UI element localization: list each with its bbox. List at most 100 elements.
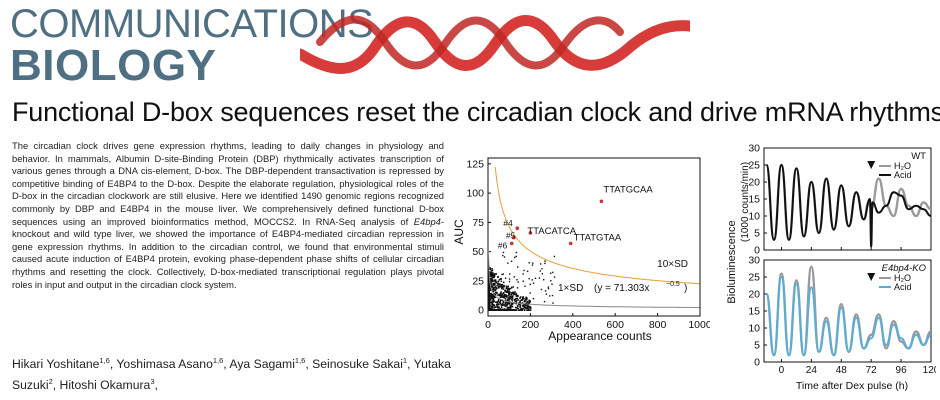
scatter-point [491,304,493,306]
scatter-point [490,295,492,297]
scatter-point [510,302,512,304]
annotation-10sd: 10×SD [657,259,688,270]
scatter-point [499,302,502,305]
author-affiliation: 1 [402,356,408,365]
legend-label: Acid [894,282,912,292]
scatter-point [501,285,504,288]
scatter-point [505,291,508,293]
scatter-point [526,302,529,305]
scatter-point [496,306,499,308]
x-tick-label: 0 [485,319,491,331]
scatter-point [542,279,545,281]
scatter-point [531,264,534,266]
scatter-point [509,297,511,300]
scatter-point [504,302,507,305]
point-label: #6 [498,240,508,250]
scatter-point [499,293,501,296]
scatter-point [502,251,505,254]
scatter-point [518,303,520,305]
scatter-point [531,279,533,281]
scatter-point [488,289,491,292]
scatter-point [488,309,490,311]
scatter-point [487,301,490,303]
scatter-point [492,287,495,289]
scatter-point [487,307,490,310]
scatter-point [528,277,530,280]
panel-title: E4bp4-KO [882,263,927,274]
scatter-point [499,307,501,310]
scatter-point [541,268,543,270]
scatter-point [503,304,505,307]
time-xlabel: Time after Dex pulse (h) [796,380,908,392]
scatter-point [519,305,521,308]
scatter-point [492,290,495,293]
scatter-point [516,279,518,281]
scatter-point [509,307,512,309]
scatter-point [534,277,537,280]
scatter-point [509,305,512,308]
scatter-point [509,309,512,311]
y-tick-label: 20 [748,177,760,189]
scatter-point [493,304,496,306]
scatter-plot-area: 0 200 400 600 800 1000 0 25 50 75 100 125 TTATGCAA TT… [466,157,710,331]
scatter-point [528,302,530,305]
curve-1sd [487,251,700,308]
author-affiliation: 1,6 [294,356,306,365]
x-tick-label: 400 [564,319,582,331]
scatter-point [500,294,502,297]
scatter-point [508,280,511,283]
scatter-point [488,280,490,283]
y-tick-label: 50 [472,246,484,258]
y-tick-label: 75 [472,217,484,229]
scatter-point [525,296,527,299]
scatter-point [516,304,519,307]
scatter-point [491,297,493,299]
scatter-point [497,307,499,309]
scatter-point [489,267,491,269]
scatter-point [514,300,517,302]
scatter-point [503,294,505,297]
x-tick-label: 0 [779,365,785,376]
scatter-point [496,287,498,289]
scatter-point [495,301,497,303]
scatter-point [511,292,513,294]
author-affiliation: 3 [150,377,155,386]
scatter-point [503,308,506,310]
scatter-point [517,299,519,301]
scatter-point [490,285,493,287]
scatter-point [487,299,490,301]
dex-marker-icon [867,273,876,281]
scatter-point [515,298,517,300]
scatter-point [522,297,525,300]
scatter-point [499,309,502,311]
scatter-point [515,294,518,296]
scatter-point [528,306,531,308]
scatter-point [502,304,505,306]
scatter-point [493,279,496,282]
labeled-point [528,231,533,235]
scatter-point [496,291,498,294]
scatter-point [520,309,522,311]
scatter-point [491,278,494,281]
scatter-point [493,296,496,299]
author-name: Yutaka Suzuki [12,357,451,392]
scatter-point [506,298,509,301]
scatter-point [507,287,510,290]
scatter-point [490,289,492,291]
scatter-point [489,298,492,300]
scatter-point-cloud [487,251,556,311]
scatter-frame [487,157,701,317]
scatter-point [521,302,524,304]
scatter-point [544,260,546,262]
scatter-point [511,300,514,302]
scatter-point [507,292,510,295]
abstract-part-1: The circadian clock drives gene expressi… [12,140,444,227]
scatter-point [505,304,507,306]
annotation-1sd: 1×SD [558,283,583,294]
x-tick-label: 48 [836,365,848,376]
scatter-point [510,298,513,301]
scatter-point [519,306,521,309]
labeled-point [568,241,573,246]
